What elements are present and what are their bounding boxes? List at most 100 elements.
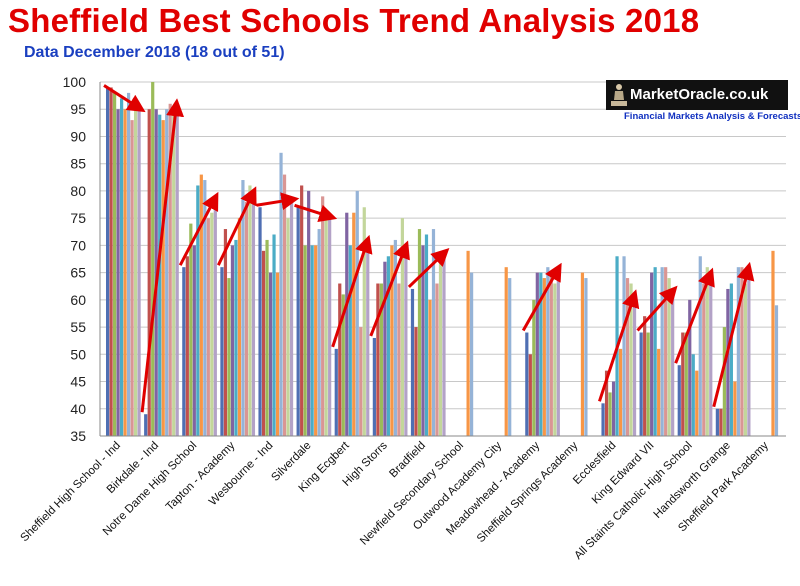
trend-arrow xyxy=(216,186,257,266)
bar xyxy=(650,272,654,436)
bar xyxy=(234,239,238,436)
bar xyxy=(417,229,422,436)
bar xyxy=(192,245,196,436)
bar xyxy=(362,207,366,436)
bar xyxy=(400,218,404,436)
y-tick-label: 55 xyxy=(70,319,86,335)
bar xyxy=(542,278,546,436)
bar xyxy=(338,283,342,436)
trend-arrow xyxy=(598,289,640,402)
bar xyxy=(345,212,349,436)
bar xyxy=(733,381,737,436)
bar xyxy=(151,82,155,436)
bar xyxy=(428,299,432,436)
bar xyxy=(740,267,744,436)
bar xyxy=(677,365,681,436)
bar xyxy=(199,174,203,437)
y-tick-label: 65 xyxy=(70,265,86,281)
bar xyxy=(470,272,474,436)
y-tick-label: 35 xyxy=(70,428,86,444)
bar xyxy=(172,114,176,436)
bar xyxy=(705,267,709,436)
bar xyxy=(729,283,733,436)
y-tick-label: 40 xyxy=(70,401,86,417)
bar xyxy=(722,327,726,436)
bar xyxy=(379,283,383,436)
bar xyxy=(535,272,539,436)
bar xyxy=(147,109,151,436)
bar xyxy=(431,229,436,436)
bar xyxy=(664,267,668,436)
bar xyxy=(528,354,532,436)
bar xyxy=(161,120,165,436)
chart-subtitle: Data December 2018 (18 out of 51) xyxy=(24,44,285,61)
bar xyxy=(736,267,740,436)
bar xyxy=(158,114,162,436)
bar xyxy=(123,109,127,436)
bar xyxy=(556,272,560,436)
bar xyxy=(251,196,256,436)
y-tick-label: 100 xyxy=(63,74,87,90)
y-tick-label: 75 xyxy=(70,210,86,226)
bar xyxy=(144,414,148,436)
bar xyxy=(106,87,110,436)
bar xyxy=(386,256,390,436)
bar xyxy=(300,185,304,436)
bar xyxy=(604,370,609,436)
bar xyxy=(414,327,418,436)
bar xyxy=(632,299,637,436)
chart-title: Sheffield Best Schools Trend Analysis 20… xyxy=(8,2,700,39)
bar xyxy=(113,92,117,437)
bar xyxy=(410,288,415,436)
bar xyxy=(657,348,661,436)
trend-arrow xyxy=(521,262,562,332)
bar xyxy=(372,337,376,436)
bar xyxy=(629,283,633,436)
bar xyxy=(324,212,328,436)
bar xyxy=(355,190,359,436)
bar xyxy=(265,239,269,436)
bar xyxy=(653,267,657,436)
trend-arrow xyxy=(256,192,300,211)
y-tick-label: 50 xyxy=(70,346,86,362)
bar xyxy=(639,332,643,436)
trend-arrow xyxy=(369,240,410,337)
bar xyxy=(134,109,138,436)
bar xyxy=(393,239,397,436)
y-tick-label: 70 xyxy=(70,237,86,253)
bar xyxy=(227,278,231,436)
bar xyxy=(715,408,719,436)
bar xyxy=(435,283,439,436)
market-oracle-logo[interactable]: MarketOracle.co.uk Financial Markets Ana… xyxy=(606,80,800,128)
trend-arrow xyxy=(636,285,678,332)
bar xyxy=(168,103,172,437)
bar xyxy=(303,245,307,436)
bar xyxy=(261,250,266,436)
bar xyxy=(625,278,630,436)
bar xyxy=(684,332,688,436)
y-tick-label: 95 xyxy=(70,101,86,117)
bar-series xyxy=(106,82,779,437)
bar xyxy=(580,272,585,436)
bar xyxy=(726,288,730,436)
bar xyxy=(747,272,751,436)
bar xyxy=(525,332,529,436)
bar xyxy=(348,245,352,436)
bar xyxy=(220,267,224,436)
bar xyxy=(383,261,387,436)
y-tick-label: 45 xyxy=(70,374,86,390)
bar xyxy=(438,261,443,436)
bar xyxy=(237,218,242,436)
bar xyxy=(743,283,747,436)
bar xyxy=(296,207,300,436)
bar xyxy=(601,403,605,436)
trend-arrow xyxy=(674,267,715,364)
bar xyxy=(532,299,536,436)
bar xyxy=(611,381,616,436)
logo-tagline: Financial Markets Analysis & Forecasts xyxy=(624,111,800,122)
bar xyxy=(608,392,612,436)
logo-name: MarketOracle.co.uk xyxy=(630,86,769,103)
bar xyxy=(404,250,408,436)
